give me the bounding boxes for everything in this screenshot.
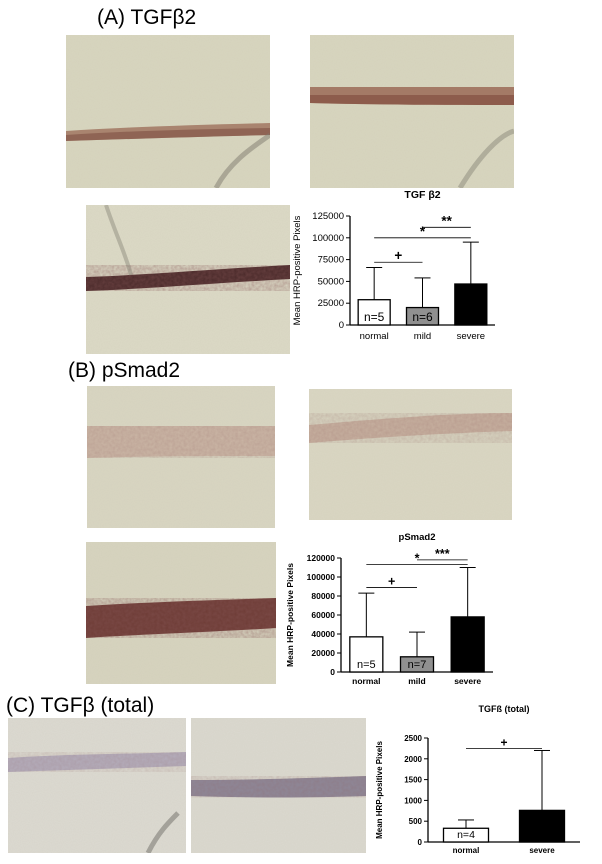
y-tick-label: 40000 (311, 629, 335, 639)
micrograph-b3 (86, 542, 276, 684)
significance-label: * (420, 224, 426, 239)
bar-severe (450, 616, 485, 673)
micrograph-c1 (8, 718, 186, 853)
y-tick-label: 500 (409, 817, 423, 826)
y-tick-label: 0 (339, 320, 344, 331)
y-tick-label: 125000 (312, 211, 344, 222)
micrograph-b2 (309, 389, 512, 520)
y-tick-label: 25000 (318, 298, 344, 309)
y-tick-label: 0 (330, 667, 335, 677)
x-tick-label: normal (360, 331, 389, 342)
x-tick-label: severe (454, 676, 481, 686)
x-tick-label: normal (453, 846, 480, 855)
panel-label-c: (C) TGFβ (total) (6, 694, 155, 717)
n-label: n=6 (412, 310, 433, 324)
y-tick-label: 50000 (318, 276, 344, 287)
y-tick-label: 1000 (404, 796, 422, 805)
significance-label: *** (435, 547, 450, 561)
y-tick-label: 20000 (311, 648, 335, 658)
n-label: n=6 (461, 310, 482, 324)
chart-title: TGF β2 (404, 189, 440, 201)
x-tick-label: normal (352, 676, 380, 686)
bar-mild (405, 306, 440, 326)
y-tick-label: 80000 (311, 591, 335, 601)
significance-label: ** (441, 213, 452, 228)
n-label: n=4 (457, 829, 475, 841)
chart-tgfb-total: TGFß (total) Mean HRP-positive Pixels 0 500… (370, 700, 590, 860)
bar-mild (399, 656, 435, 673)
y-tick-label: 120000 (307, 553, 336, 563)
bar-normal (442, 827, 490, 843)
bar-normal (357, 299, 391, 326)
chart-title: pSmad2 (399, 532, 436, 543)
n-label: n=5 (357, 659, 376, 671)
panel-label-b: (B) pSmad2 (68, 359, 181, 382)
bar-severe (454, 283, 488, 326)
n-label: n=6 (458, 659, 477, 671)
y-tick-label: 60000 (311, 610, 335, 620)
micrograph-a3 (86, 205, 290, 354)
y-tick-label: 100000 (312, 233, 344, 244)
y-axis-label: Mean HRP-positive Pixels (285, 563, 295, 667)
x-tick-label: mild (408, 676, 425, 686)
y-tick-label: 75000 (318, 255, 344, 266)
n-label: n=7 (408, 659, 427, 671)
x-tick-label: mild (414, 331, 431, 342)
chart-title: TGFß (total) (479, 704, 530, 714)
bar-normal (349, 636, 384, 673)
n-label: n=5 (364, 310, 385, 324)
significance-label: + (500, 735, 507, 749)
y-tick-label: 2500 (404, 734, 422, 743)
micrograph-a2 (310, 35, 514, 188)
y-tick-label: 0 (418, 838, 423, 847)
y-axis-label: Mean HRP-positive Pixels (375, 741, 384, 839)
chart-tgfb2: TGF β2 Mean HRP-positive Pixels 0 25000 5000… (290, 186, 505, 354)
significance-label: + (394, 248, 402, 263)
x-tick-label: severe (529, 846, 555, 855)
micrograph-c2 (191, 718, 366, 853)
micrograph-b1 (87, 386, 275, 528)
n-label: n=6 (533, 829, 551, 841)
panel-label-a: (A) TGFβ2 (97, 6, 197, 29)
chart-psmad2: pSmad2 Mean HRP-positive Pixels 0 20000 4000… (283, 528, 505, 694)
y-tick-label: 1500 (404, 776, 422, 785)
x-tick-label: severe (457, 331, 486, 342)
significance-label: * (415, 552, 420, 566)
y-tick-label: 2000 (404, 755, 422, 764)
y-axis-label: Mean HRP-positive Pixels (292, 215, 303, 325)
bar-severe (518, 809, 566, 843)
y-tick-label: 100000 (307, 572, 336, 582)
micrograph-a1 (66, 35, 270, 188)
significance-label: + (388, 574, 395, 588)
